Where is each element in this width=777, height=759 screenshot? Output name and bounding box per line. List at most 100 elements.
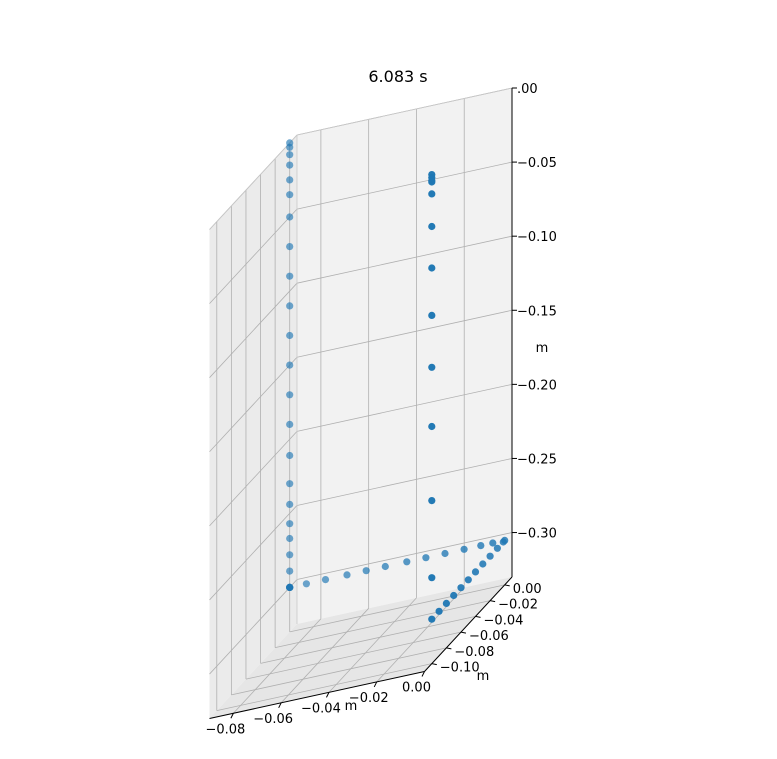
data-point <box>286 420 294 428</box>
data-point <box>403 558 411 566</box>
grid-line-z <box>209 431 298 527</box>
data-point <box>286 500 294 508</box>
axis-lines <box>209 87 513 719</box>
grid-line-z <box>296 532 513 580</box>
grid-line-y <box>216 663 432 712</box>
pane-edge <box>209 134 298 230</box>
z-tick-label: −0.05 <box>517 156 557 171</box>
data-point <box>493 544 501 552</box>
grid-line-y <box>289 584 505 633</box>
y-tick-label: −0.04 <box>484 613 524 628</box>
y-tick <box>446 647 452 650</box>
data-point <box>422 554 430 562</box>
data-point <box>501 536 509 545</box>
grid-line-z <box>296 235 513 284</box>
data-point <box>286 302 294 310</box>
data-point <box>460 545 468 553</box>
grid-line-z <box>209 282 298 378</box>
y-tick <box>475 615 481 618</box>
data-point <box>435 607 443 615</box>
grid-line-z <box>209 579 298 675</box>
grid-line-z <box>209 208 298 304</box>
x-tick-label: 0.00 <box>402 681 431 696</box>
data-point <box>302 580 310 588</box>
x-tick-label: −0.04 <box>301 701 341 716</box>
grid-line-y <box>245 631 462 680</box>
data-point <box>428 311 436 319</box>
data-point <box>471 568 480 576</box>
x-tick-label: −0.02 <box>349 691 389 706</box>
data-point <box>428 422 436 431</box>
data-point <box>286 243 294 251</box>
data-point <box>428 497 436 505</box>
grid-line-y <box>260 615 476 664</box>
grid-line-z <box>296 161 513 210</box>
data-point <box>286 139 294 147</box>
chart-title: 6.083 s <box>368 67 427 86</box>
data-point <box>428 264 436 272</box>
x-tick <box>230 713 234 719</box>
back-pane-xz <box>297 88 512 624</box>
data-point <box>286 520 294 528</box>
back-pane-yz <box>209 135 297 719</box>
y-tick-label: −0.02 <box>498 598 538 613</box>
data-point <box>286 451 294 460</box>
z-tick-label: −0.25 <box>517 452 557 467</box>
y-axis-line <box>424 576 513 672</box>
data-point <box>428 178 436 186</box>
data-point <box>428 363 436 371</box>
z-tick-label: −0.20 <box>517 378 557 393</box>
data-point <box>362 567 370 575</box>
z-tick-label: −0.30 <box>517 527 557 542</box>
data-point <box>286 331 294 340</box>
data-point <box>479 560 487 568</box>
data-point <box>286 583 294 592</box>
data-point <box>286 551 294 559</box>
y-tick-label: 0.00 <box>513 582 542 597</box>
x-tick <box>278 702 282 709</box>
data-point <box>489 539 497 547</box>
data-point <box>286 213 294 221</box>
grid-line-z <box>209 505 298 601</box>
data-point <box>286 480 294 488</box>
y-tick <box>431 663 437 666</box>
data-point <box>321 576 330 584</box>
x-tick <box>373 681 378 688</box>
grid-line-x <box>233 618 322 714</box>
x-tick-label: −0.08 <box>205 722 245 737</box>
data-point <box>286 567 294 575</box>
data-point <box>286 191 294 199</box>
data-point <box>286 161 294 169</box>
data-point <box>428 574 436 582</box>
data-point <box>457 584 465 592</box>
y-tick-label: −0.06 <box>469 629 509 644</box>
y-tick <box>460 631 467 634</box>
data-point <box>286 391 294 399</box>
data-point <box>428 190 436 198</box>
y-axis-label: m <box>477 669 490 684</box>
data-points <box>286 139 509 623</box>
data-point <box>441 549 449 558</box>
data-point <box>286 534 294 543</box>
data-point <box>477 542 485 550</box>
grid-line-y <box>231 647 447 696</box>
grid-line-z <box>296 458 513 506</box>
data-point <box>343 571 351 579</box>
y-tick <box>490 600 496 603</box>
x-axis-line <box>209 671 425 719</box>
pane-edge <box>296 87 513 136</box>
x-tick-label: −0.06 <box>253 712 293 727</box>
data-point <box>381 562 389 571</box>
data-point <box>286 176 294 184</box>
data-point <box>442 599 450 608</box>
data-point <box>428 222 436 231</box>
grid-line-x <box>328 597 417 693</box>
grid-line-x <box>280 608 369 704</box>
grid-line-y <box>275 600 491 649</box>
data-point <box>450 591 458 600</box>
x-tick <box>325 692 330 698</box>
x-tick <box>421 671 425 677</box>
grid-line-z <box>296 309 513 358</box>
grid-line-z <box>209 357 298 453</box>
